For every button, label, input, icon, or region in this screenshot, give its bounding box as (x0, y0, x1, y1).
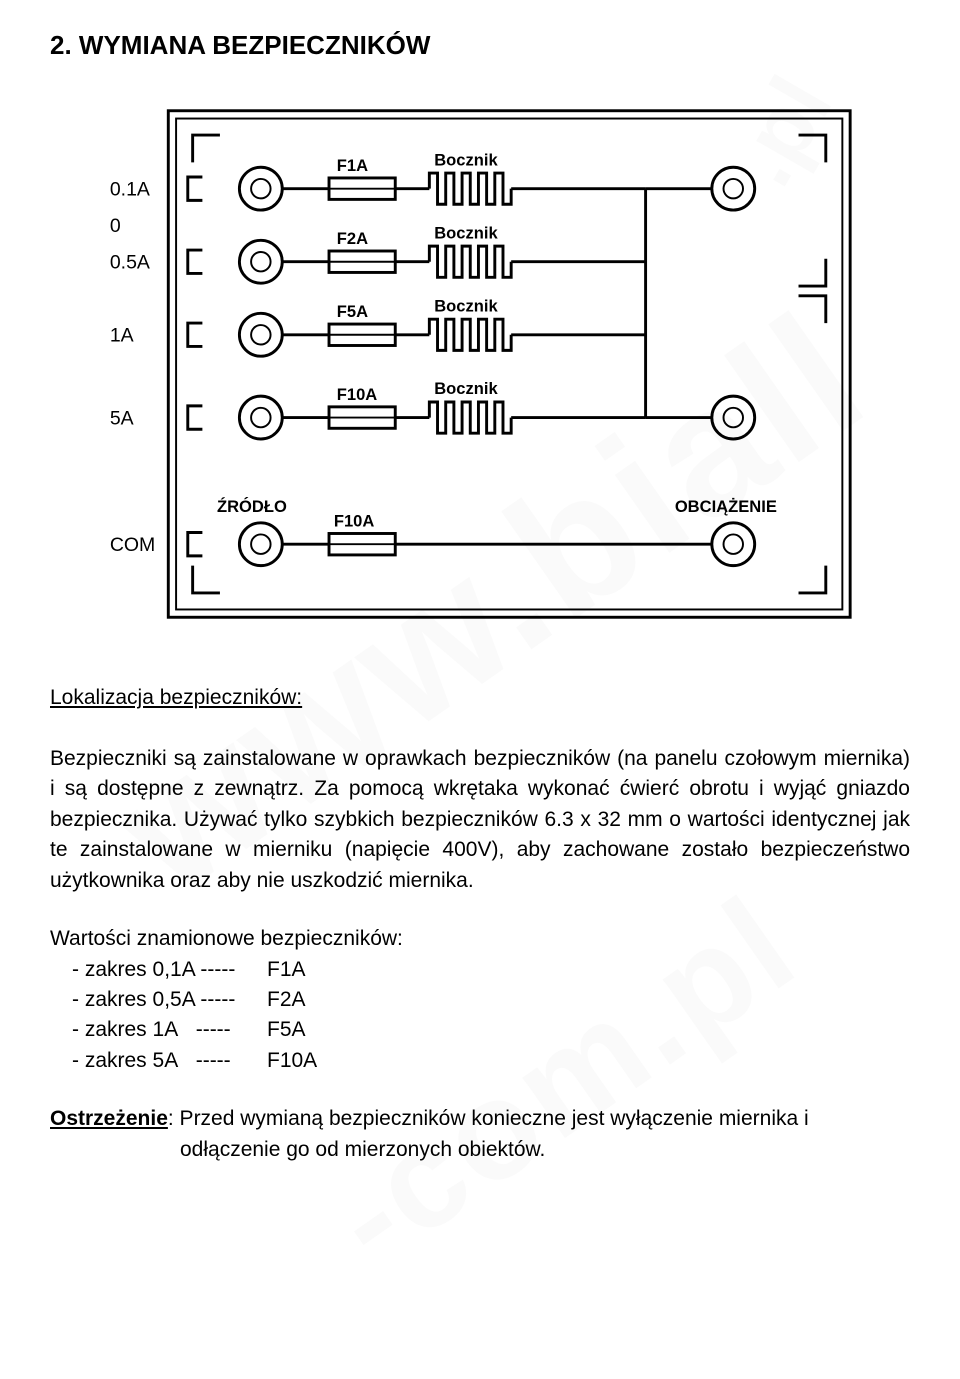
svg-text:Bocznik: Bocznik (434, 379, 498, 398)
svg-text:0.1A: 0.1A (110, 178, 150, 200)
svg-text:1A: 1A (110, 325, 134, 347)
warning-text-first: : Przed wymianą bezpieczników konieczne … (168, 1107, 809, 1130)
warning-label: Ostrzeżenie (50, 1107, 168, 1130)
ratings-heading: Wartości znamionowe bezpieczników: (50, 924, 910, 954)
localization-heading: Lokalizacja bezpieczników: (50, 686, 302, 709)
rating-row: - zakres 0,5A -----F2A (50, 985, 910, 1015)
svg-text:0.5A: 0.5A (110, 252, 150, 274)
svg-text:Bocznik: Bocznik (434, 296, 498, 315)
localization-paragraph: Lokalizacja bezpieczników: Bezpieczniki … (50, 683, 910, 896)
rating-fuse: F5A (267, 1015, 306, 1045)
svg-text:F10A: F10A (334, 512, 375, 531)
rating-fuse: F2A (267, 985, 306, 1015)
svg-text:F1A: F1A (337, 156, 368, 175)
section-title: 2. WYMIANA BEZPIECZNIKÓW (50, 30, 910, 61)
warning-line: Ostrzeżenie: Przed wymianą bezpieczników… (50, 1104, 910, 1134)
rating-range: - zakres 1A ----- (72, 1015, 267, 1045)
svg-text:ŹRÓDŁO: ŹRÓDŁO (217, 497, 287, 516)
rating-fuse: F10A (267, 1046, 317, 1076)
rating-row: - zakres 1A -----F5A (50, 1015, 910, 1045)
rating-row: - zakres 5A -----F10A (50, 1046, 910, 1076)
rating-range: - zakres 5A ----- (72, 1046, 267, 1076)
svg-text:Bocznik: Bocznik (434, 223, 498, 242)
svg-text:F2A: F2A (337, 229, 368, 248)
rating-fuse: F1A (267, 955, 306, 985)
svg-text:Bocznik: Bocznik (434, 150, 498, 169)
svg-text:0: 0 (110, 215, 121, 237)
svg-text:F5A: F5A (337, 302, 368, 321)
svg-text:COM: COM (110, 534, 155, 556)
fuse-diagram: 0.1A 0.5A 1A 5A COM 0 ŹRÓDŁO OBCIĄŻENIE F1A Boczn… (100, 101, 860, 633)
rating-range: - zakres 0,1A ----- (72, 955, 267, 985)
rating-range: - zakres 0,5A ----- (72, 985, 267, 1015)
svg-text:5A: 5A (110, 407, 134, 429)
warning-text-cont: odłączenie go od mierzonych obiektów. (50, 1135, 910, 1165)
ratings-block: Wartości znamionowe bezpieczników: - zak… (50, 924, 910, 1076)
paragraph-body: Bezpieczniki są zainstalowane w oprawkac… (50, 747, 910, 892)
svg-text:OBCIĄŻENIE: OBCIĄŻENIE (675, 497, 777, 516)
svg-text:F10A: F10A (337, 385, 378, 404)
rating-row: - zakres 0,1A -----F1A (50, 955, 910, 985)
